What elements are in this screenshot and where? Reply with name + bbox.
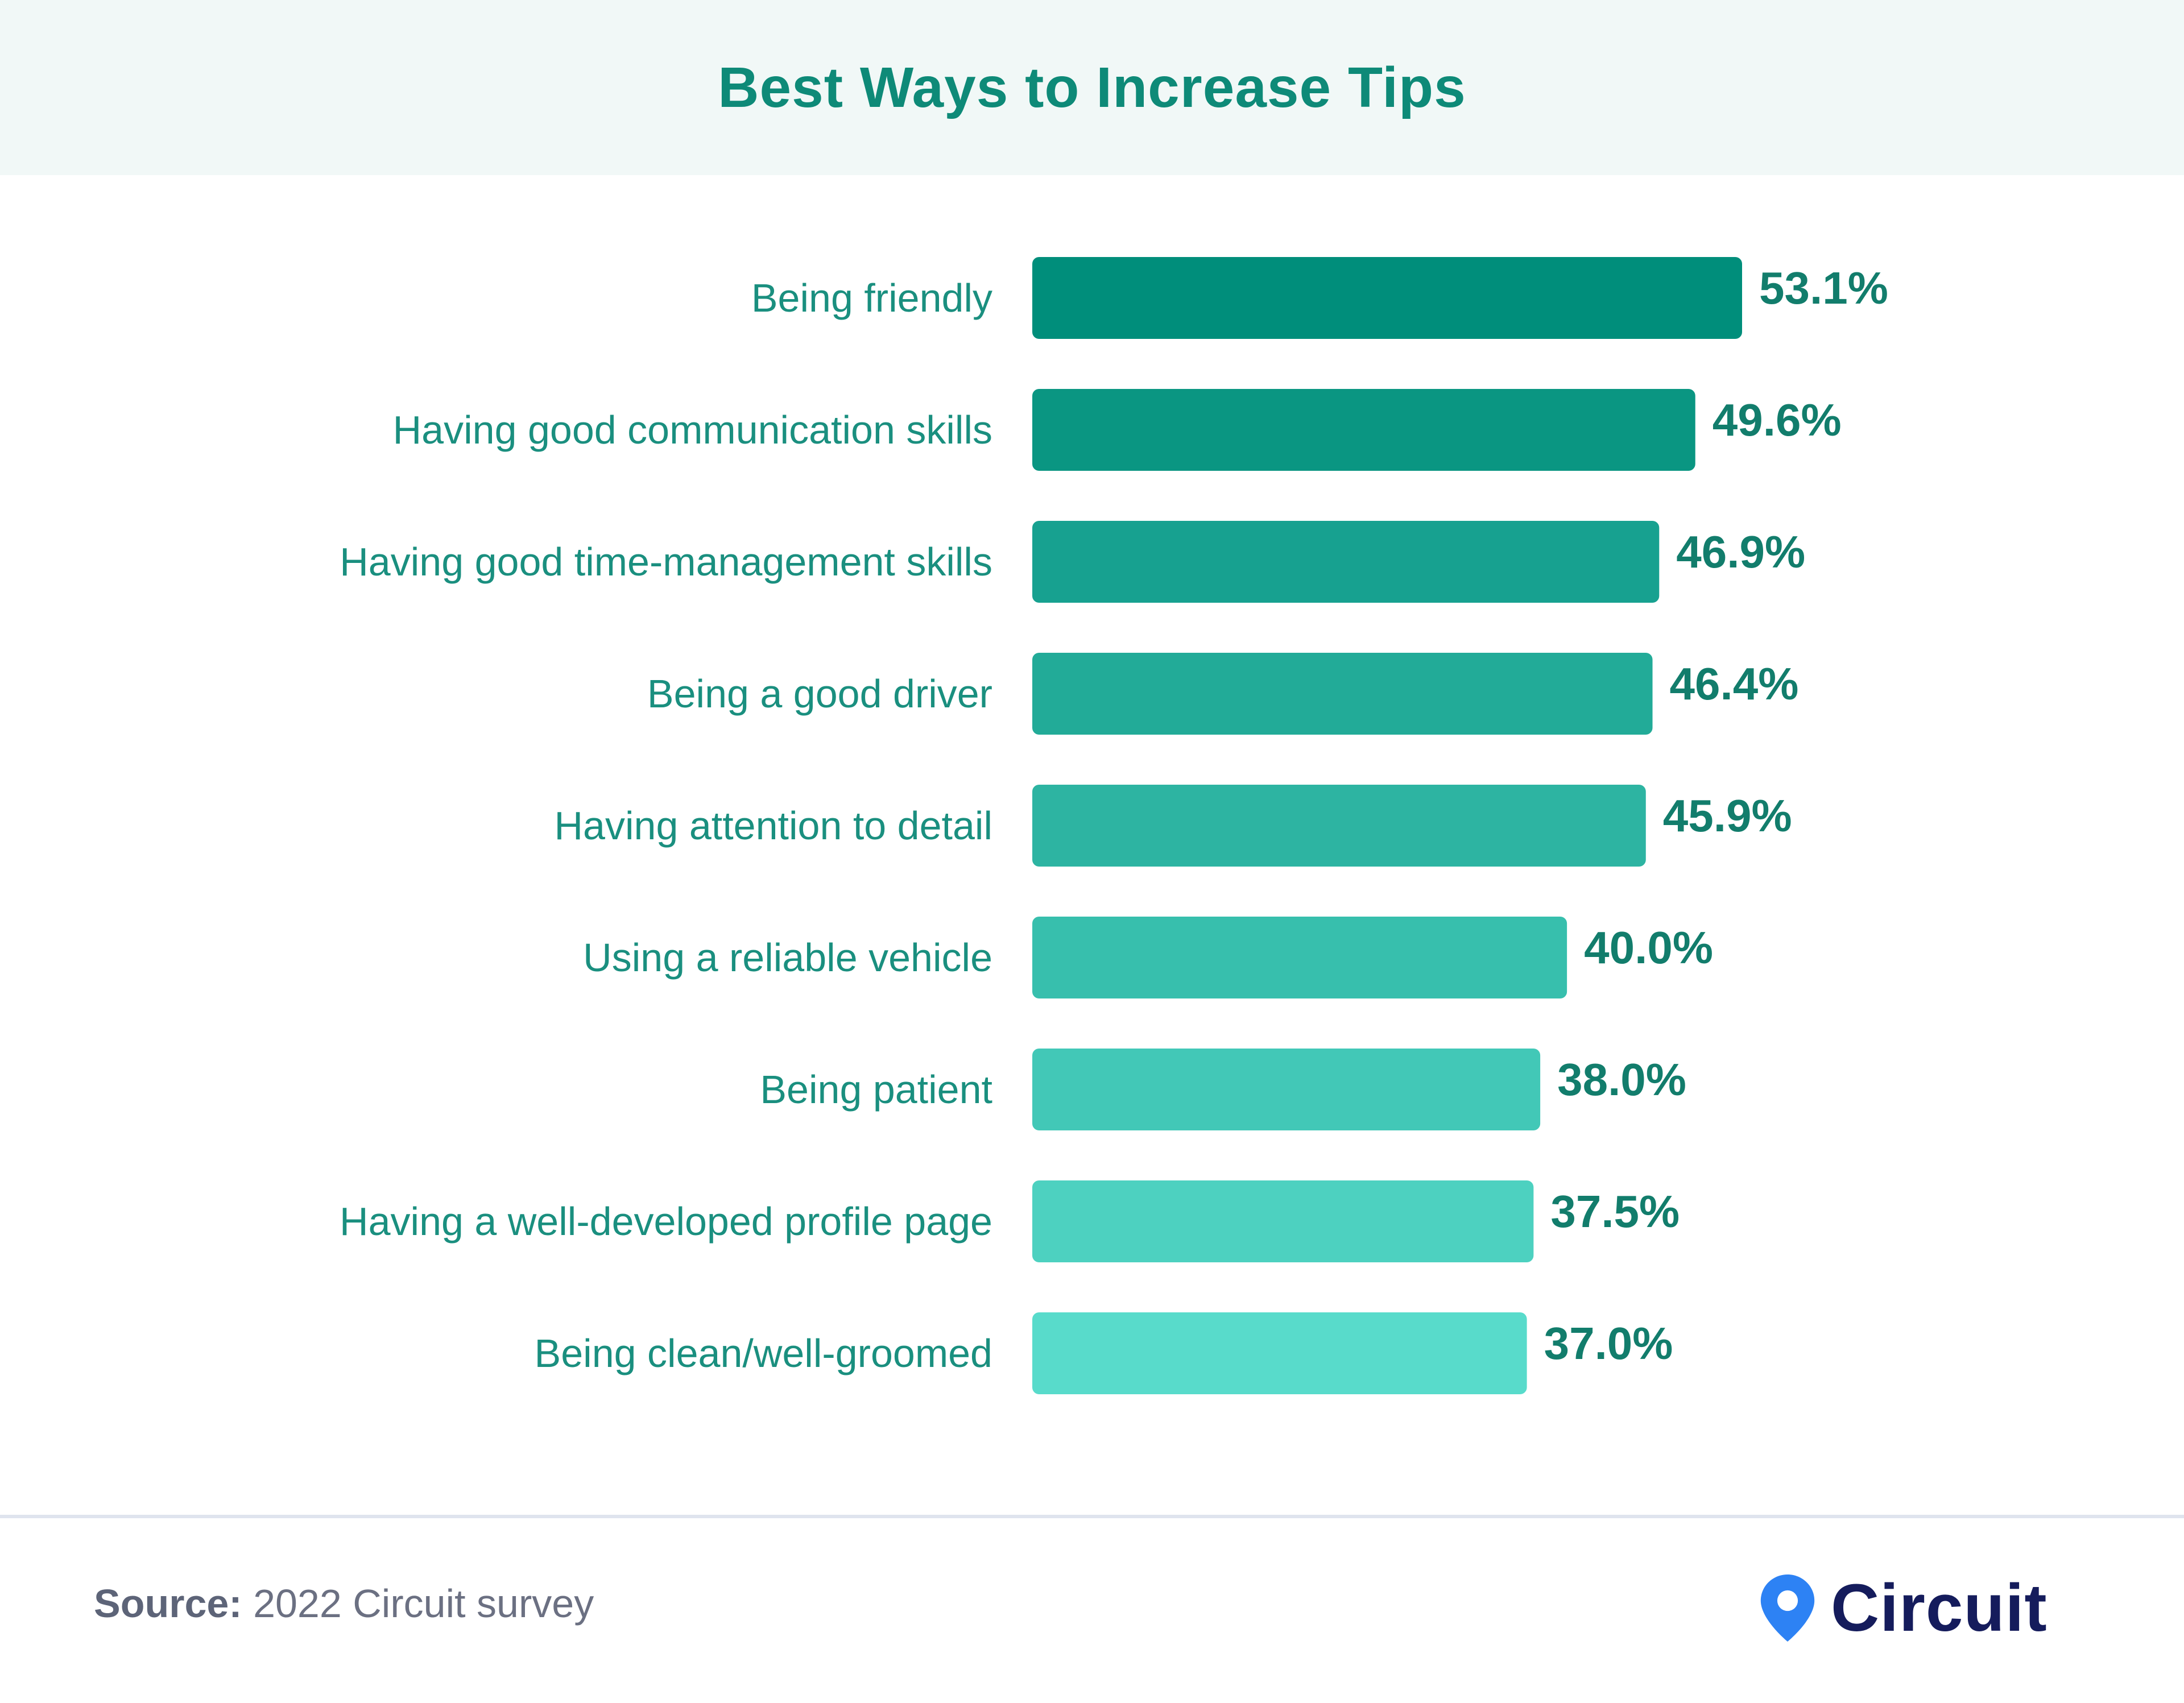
bar [1032,1312,1527,1394]
value-label: 38.0% [1557,1054,1686,1105]
source-label: Source: [94,1581,242,1626]
bar-chart: Being friendly 53.1% Having good communica… [340,257,1888,1394]
category-label: Having attention to detail [554,803,992,848]
bar-row: Having good time-management skills 46.9% [340,521,1805,603]
category-label: Having good communication skills [393,408,992,452]
map-pin-icon [1760,1574,1815,1642]
bar [1032,1049,1541,1130]
category-label: Having a well-developed profile page [340,1199,992,1244]
value-label: 53.1% [1759,263,1888,313]
category-label: Being patient [760,1067,992,1112]
bar [1032,521,1660,603]
category-label: Being a good driver [647,672,992,716]
bar-row: Having good communication skills 49.6% [393,389,1842,471]
bar-row: Being clean/well-groomed 37.0% [535,1312,1673,1394]
logo-text: Circuit [1831,1571,2048,1646]
bar [1032,917,1567,998]
value-label: 37.5% [1550,1186,1680,1237]
bar-row: Being patient 38.0% [760,1049,1686,1130]
value-label: 46.4% [1670,658,1799,709]
circuit-logo: Circuit [1760,1569,2048,1647]
value-label: 45.9% [1663,790,1792,841]
footer-divider [0,1515,2184,1518]
bar-row: Having a well-developed profile page 37.5… [340,1180,1680,1262]
value-label: 49.6% [1713,395,1842,445]
chart-title: Best Ways to Increase Tips [718,55,1466,119]
bar [1032,389,1695,471]
bar-row: Being friendly 53.1% [751,257,1888,339]
bar [1032,257,1742,339]
bar-row: Using a reliable vehicle 40.0% [583,917,1713,998]
value-label: 46.9% [1676,527,1805,577]
category-label: Using a reliable vehicle [583,935,992,980]
title-banner [0,0,2184,175]
bar-row: Having attention to detail 45.9% [554,785,1792,867]
source-note: Source: 2022 Circuit survey [94,1581,594,1626]
value-label: 37.0% [1544,1318,1673,1369]
bar [1032,785,1646,867]
category-label: Being friendly [751,276,992,320]
value-label: 40.0% [1584,922,1713,973]
category-label: Being clean/well-groomed [535,1331,992,1375]
category-label: Having good time-management skills [340,540,992,584]
bar [1032,1180,1534,1262]
source-text: 2022 Circuit survey [242,1581,594,1626]
bar-row: Being a good driver 46.4% [647,653,1798,735]
bar [1032,653,1653,735]
